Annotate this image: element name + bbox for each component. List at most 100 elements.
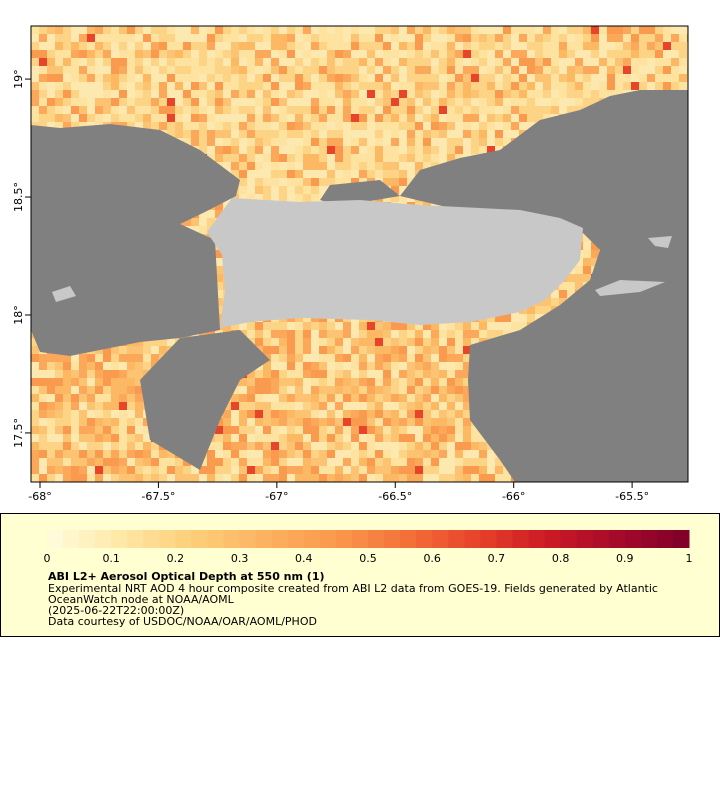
map-cell: [351, 474, 359, 482]
map-cell: [567, 26, 575, 34]
map-cell: [575, 26, 583, 34]
map-cell: [359, 362, 367, 370]
map-cell: [247, 386, 255, 394]
map-cell: [303, 394, 311, 402]
map-cell: [215, 82, 223, 90]
map-cell: [231, 170, 239, 178]
map-cell: [399, 418, 407, 426]
map-cell: [327, 26, 335, 34]
map-cell: [431, 338, 439, 346]
map-cell: [383, 90, 391, 98]
map-cell: [103, 98, 111, 106]
map-cell: [31, 26, 39, 34]
map-cell: [311, 98, 319, 106]
map-cell: [511, 58, 519, 66]
map-cell: [471, 34, 479, 42]
map-cell: [175, 58, 183, 66]
map-cell: [215, 66, 223, 74]
map-cell: [231, 26, 239, 34]
map-cell: [279, 42, 287, 50]
map-cell: [135, 362, 143, 370]
map-cell: [303, 458, 311, 466]
map-cell: [407, 322, 415, 330]
map-cell: [135, 98, 143, 106]
colorbar-step: [351, 530, 369, 548]
map-cell: [415, 330, 423, 338]
map-cell: [407, 338, 415, 346]
map-cell: [479, 50, 487, 58]
map-cell: [303, 170, 311, 178]
map-cell: [231, 42, 239, 50]
map-cell: [455, 82, 463, 90]
map-cell: [111, 90, 119, 98]
map-cell: [295, 98, 303, 106]
map-cell: [79, 354, 87, 362]
map-cell: [87, 426, 95, 434]
map-cell: [255, 410, 263, 418]
map-cell: [351, 386, 359, 394]
map-cell: [423, 322, 431, 330]
map-cell: [95, 106, 103, 114]
map-cell: [215, 450, 223, 458]
map-cell: [583, 66, 591, 74]
map-cell: [511, 34, 519, 42]
map-cell: [71, 386, 79, 394]
map-cell: [31, 354, 39, 362]
map-cell: [399, 458, 407, 466]
map-cell: [607, 50, 615, 58]
map-cell: [351, 394, 359, 402]
map-cell: [119, 450, 127, 458]
map-cell: [127, 58, 135, 66]
map-cell: [127, 50, 135, 58]
map-cell: [399, 34, 407, 42]
map-cell: [239, 154, 247, 162]
map-cell: [151, 90, 159, 98]
map-cell: [319, 338, 327, 346]
map-cell: [303, 162, 311, 170]
map-cell: [439, 418, 447, 426]
map-cell: [303, 26, 311, 34]
map-cell: [47, 98, 55, 106]
map-cell: [247, 114, 255, 122]
map-cell: [295, 442, 303, 450]
map-cell: [255, 386, 263, 394]
map-cell: [335, 410, 343, 418]
map-cell: [495, 98, 503, 106]
map-cell: [287, 426, 295, 434]
map-cell: [359, 90, 367, 98]
map-cell: [399, 42, 407, 50]
map-cell: [327, 74, 335, 82]
map-cell: [303, 346, 311, 354]
map-cell: [351, 58, 359, 66]
map-cell: [255, 154, 263, 162]
map-cell: [143, 122, 151, 130]
map-cell: [135, 378, 143, 386]
map-cell: [63, 426, 71, 434]
map-cell: [423, 394, 431, 402]
map-cell: [399, 370, 407, 378]
map-cell: [391, 362, 399, 370]
map-cell: [439, 458, 447, 466]
map-cell: [223, 466, 231, 474]
map-cell: [183, 98, 191, 106]
map-cell: [343, 130, 351, 138]
map-cell: [303, 186, 311, 194]
map-cell: [175, 98, 183, 106]
map-cell: [111, 346, 119, 354]
map-cell: [319, 450, 327, 458]
map-cell: [527, 26, 535, 34]
map-cell: [127, 458, 135, 466]
map-cell: [263, 146, 271, 154]
map-cell: [103, 370, 111, 378]
map-cell: [487, 322, 495, 330]
map-cell: [343, 362, 351, 370]
map-cell: [591, 82, 599, 90]
map-cell: [479, 146, 487, 154]
map-cell: [351, 402, 359, 410]
map-cell: [127, 82, 135, 90]
map-cell: [79, 378, 87, 386]
map-cell: [551, 66, 559, 74]
map-cell: [255, 442, 263, 450]
map-cell: [623, 58, 631, 66]
map-cell: [103, 386, 111, 394]
